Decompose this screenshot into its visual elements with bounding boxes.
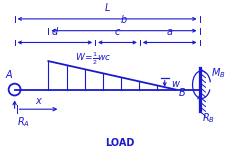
Text: A: A [5, 70, 12, 80]
Text: c: c [115, 27, 120, 37]
Text: L: L [104, 3, 110, 13]
Text: w: w [171, 79, 179, 89]
Text: $W\!=\!\frac{1}{2}wc$: $W\!=\!\frac{1}{2}wc$ [75, 50, 112, 67]
Text: $M_B$: $M_B$ [211, 66, 226, 80]
Text: $R_B$: $R_B$ [202, 111, 216, 125]
Text: a: a [167, 27, 173, 37]
Text: B: B [178, 89, 185, 98]
Text: d: d [52, 27, 58, 37]
Text: x: x [36, 96, 41, 106]
Text: $R_A$: $R_A$ [17, 115, 30, 129]
Text: LOAD: LOAD [105, 138, 135, 148]
Text: b: b [121, 15, 127, 25]
